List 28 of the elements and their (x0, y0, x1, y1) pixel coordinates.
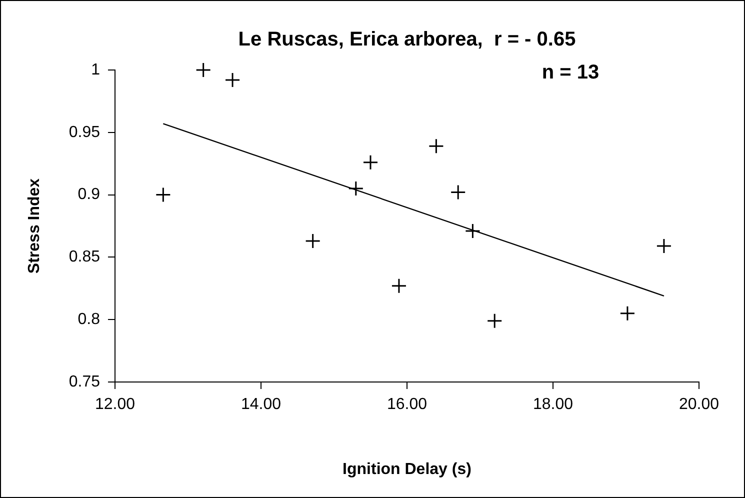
x-tick-label: 16.00 (386, 396, 428, 414)
x-tick-label: 18.00 (532, 396, 574, 414)
y-tick-label: 0.95 (68, 124, 100, 141)
y-axis-title: Stress Index (26, 178, 44, 274)
x-tick-label: 20.00 (678, 396, 720, 414)
point (450, 184, 466, 200)
point (620, 306, 636, 322)
point (155, 187, 171, 203)
point (305, 233, 321, 249)
y-tick-label: 0.9 (78, 186, 100, 204)
y-tick-label: 0.8 (78, 311, 100, 328)
y-tick-label: 0.85 (68, 248, 100, 266)
point (391, 278, 407, 294)
point (428, 138, 444, 154)
point (224, 72, 240, 88)
point (656, 238, 672, 254)
point (362, 154, 378, 170)
x-axis-title: Ignition Delay (s) (342, 460, 472, 478)
point (486, 313, 502, 329)
chart-title: Le Ruscas, Erica arborea, r = - 0.65 (238, 28, 576, 51)
annotation: n = 13 (542, 62, 600, 84)
point (348, 180, 364, 196)
y-tick-label: 0.75 (68, 373, 100, 390)
x-tick-label: 14.00 (240, 396, 282, 414)
point (196, 62, 212, 78)
point (464, 223, 480, 239)
x-tick-label: 12.00 (94, 396, 136, 414)
y-tick-label: 1 (91, 61, 100, 78)
